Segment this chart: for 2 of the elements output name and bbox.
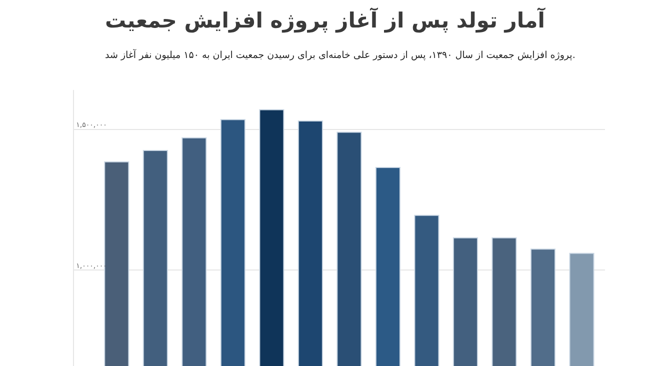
chart-title: آمار تولد پس از آغاز پروژه افزایش جمعیت	[105, 6, 546, 34]
chart-subtitle: پروژه افزایش جمعیت از سال ۱۳۹۰، پس از دستور علی خامنه‌ای برای رسیدن جمعیت ایران به ۱۵۰ میلیون نفر آغاز شد.	[105, 49, 576, 61]
